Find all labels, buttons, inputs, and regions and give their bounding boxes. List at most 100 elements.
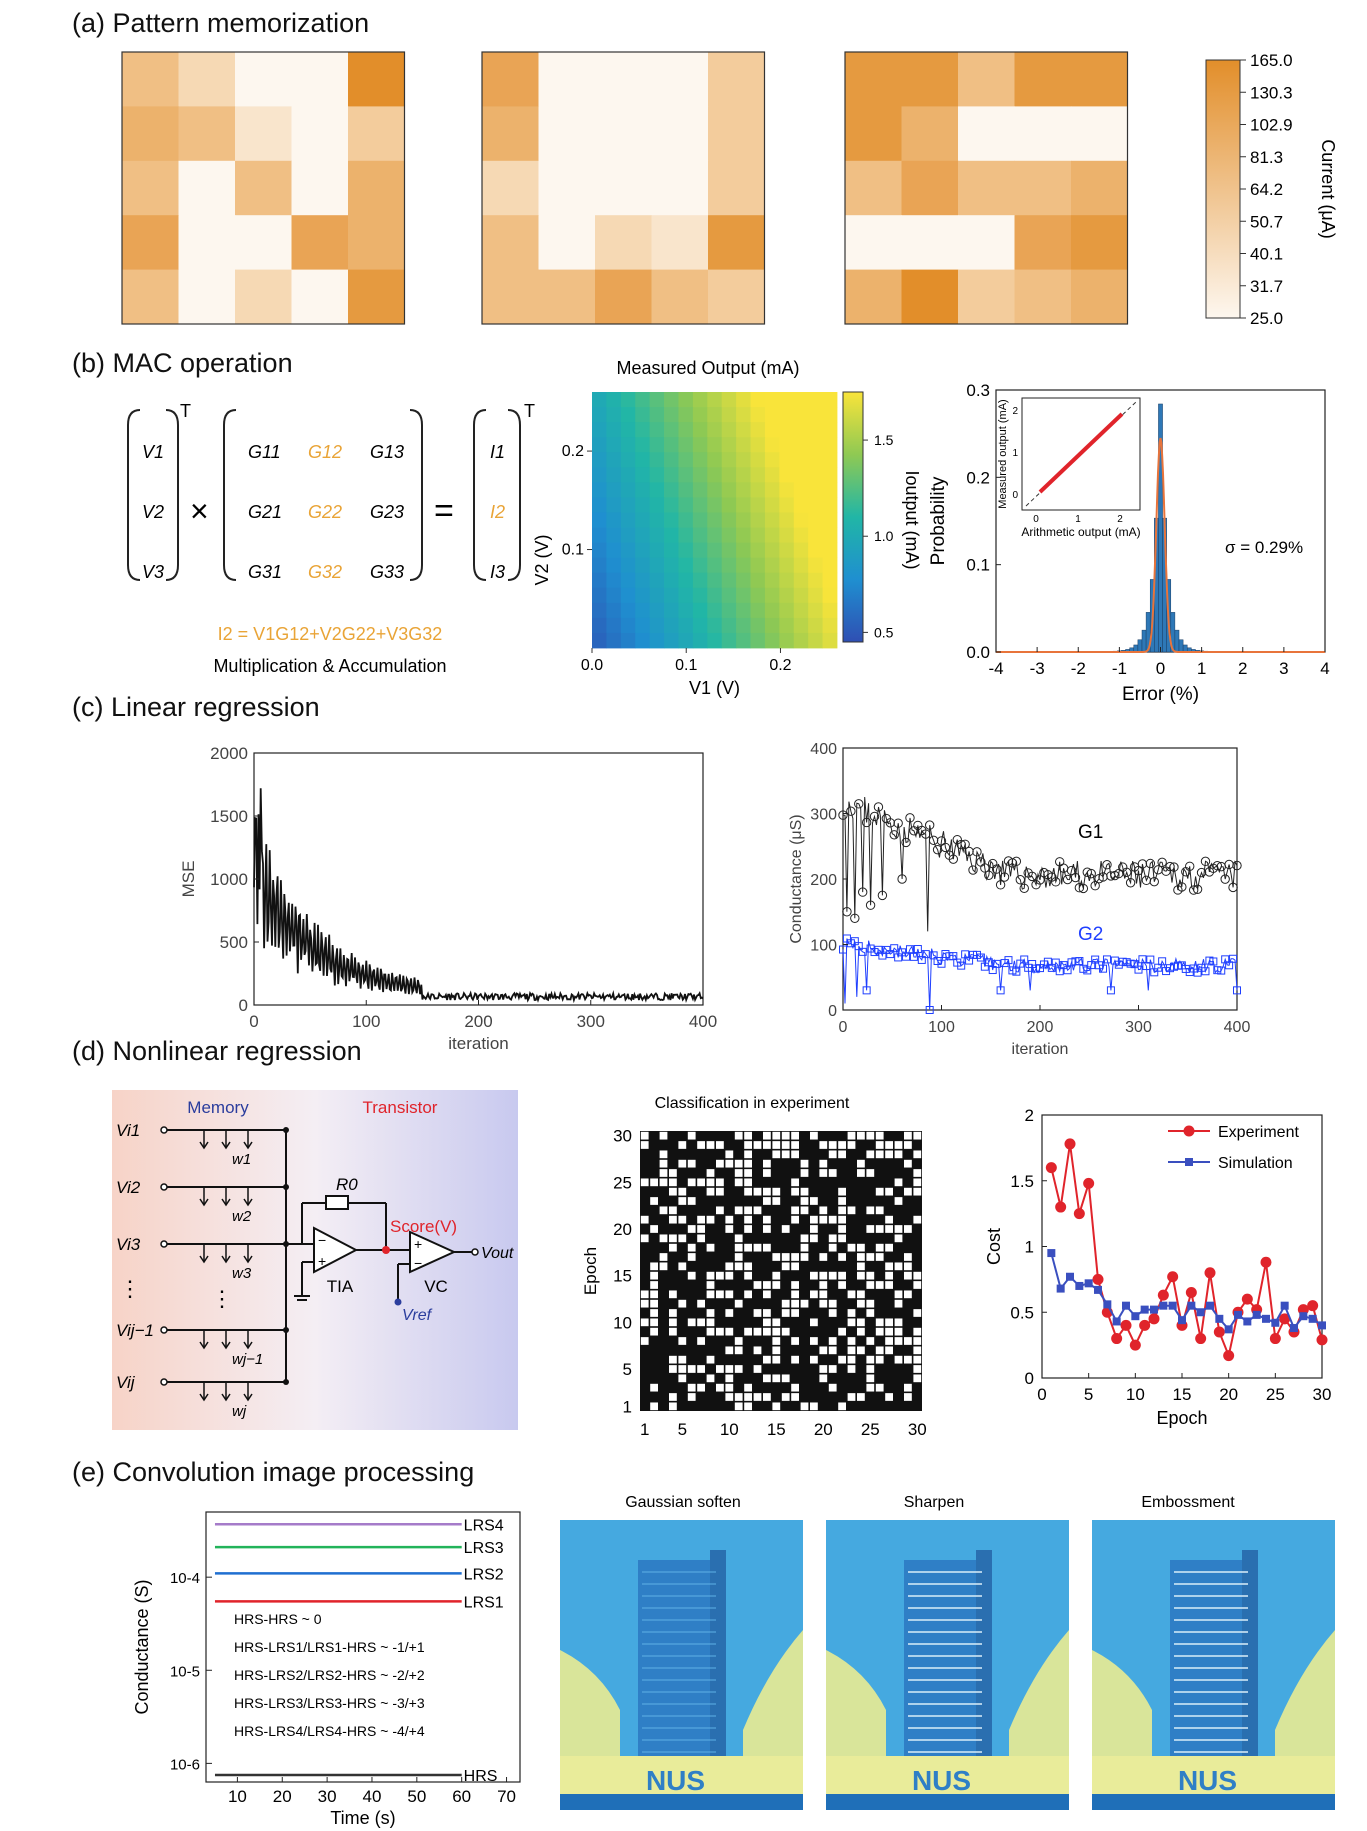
grid-cell — [725, 1262, 734, 1271]
grid-cell — [847, 1141, 856, 1149]
grid-cell — [838, 1327, 846, 1336]
grid-cell — [894, 1150, 903, 1159]
grid-cell — [894, 1327, 903, 1336]
grid-cell — [744, 1327, 752, 1336]
simulation-point — [1271, 1318, 1280, 1327]
heatmap-cell — [901, 160, 959, 216]
tick-label: 2000 — [210, 744, 248, 763]
grid-cell — [697, 1337, 705, 1345]
output-cell — [736, 497, 751, 513]
simulation-point — [1299, 1312, 1308, 1321]
grid-cell — [800, 1299, 809, 1308]
level-label-lrs1: LRS1 — [464, 1594, 504, 1611]
output-cell — [649, 482, 665, 498]
simulation-point — [1075, 1281, 1084, 1290]
g1-point — [1192, 884, 1203, 895]
grid-cell — [763, 1215, 771, 1224]
grid-cell — [866, 1383, 875, 1392]
output-cell — [620, 437, 636, 453]
simulation-point — [1234, 1310, 1242, 1319]
grid-cell — [913, 1178, 922, 1187]
grid-cell — [734, 1178, 743, 1187]
simulation-point — [1215, 1314, 1224, 1323]
heatmap-cell — [122, 160, 179, 216]
g1-point — [1086, 868, 1096, 879]
grid-cell — [857, 1159, 865, 1168]
grid-cell — [772, 1281, 781, 1289]
output-cell — [721, 467, 737, 483]
grid-cell — [687, 1365, 696, 1373]
panel-label-d: (d) Nonlinear regression — [72, 1036, 362, 1066]
grid-cell — [885, 1337, 893, 1345]
g1-point — [1232, 860, 1242, 871]
output-cell — [664, 617, 679, 634]
output-cell — [793, 632, 809, 649]
heatmap-cell — [901, 52, 959, 107]
output-cell — [707, 557, 723, 574]
grid-cell — [800, 1402, 809, 1411]
output-cell — [764, 542, 780, 559]
grid-cell — [875, 1131, 884, 1140]
grid-cell — [810, 1197, 818, 1205]
output-cell — [779, 452, 795, 468]
output-cell — [678, 632, 694, 649]
grid-cell — [828, 1243, 837, 1252]
tick-label: 400 — [689, 1012, 717, 1031]
g1-point — [948, 854, 959, 864]
grid-cell — [828, 1234, 837, 1243]
grid-cell — [875, 1150, 884, 1159]
grid-cell — [857, 1299, 865, 1308]
grid-cell — [857, 1327, 865, 1336]
output-cell — [592, 632, 607, 649]
grid-cell — [706, 1215, 715, 1224]
grid-cell — [819, 1141, 828, 1149]
output-cell — [664, 542, 679, 559]
heatmap-cell — [538, 160, 596, 216]
grid-cell — [800, 1206, 809, 1215]
output-cell — [678, 407, 694, 423]
transpose-left: T — [180, 401, 191, 421]
grid-cell — [640, 1141, 649, 1149]
y-axis-label: Conductance (S) — [132, 1579, 152, 1714]
g1-point — [1070, 872, 1081, 883]
grid-cell — [904, 1290, 912, 1299]
tick-label: 0.2 — [562, 443, 584, 460]
tick-label: 2 — [1238, 659, 1247, 678]
tick-label: 400 — [810, 741, 837, 758]
input-label: Vi2 — [116, 1178, 141, 1197]
output-cell — [664, 497, 679, 513]
grid-cell — [875, 1225, 884, 1233]
grid-cell — [744, 1290, 752, 1299]
tick-label: 500 — [220, 933, 248, 952]
output-cell — [779, 407, 795, 423]
grid-cell — [650, 1271, 658, 1280]
tick-label: 0 — [1156, 659, 1165, 678]
output-cell — [692, 452, 708, 468]
output-cell — [592, 542, 607, 559]
output-cell — [606, 407, 622, 423]
output-cell — [635, 527, 651, 543]
grid-cell — [885, 1243, 893, 1252]
input-label: Vij−1 — [116, 1321, 154, 1340]
grid-cell — [744, 1131, 752, 1140]
grid-cell — [885, 1150, 893, 1159]
grid-cell — [744, 1150, 752, 1159]
g2-point — [862, 986, 871, 995]
g1-point — [1007, 858, 1018, 868]
output-cell — [764, 482, 780, 498]
output-cell — [707, 437, 723, 453]
grid-cell — [791, 1178, 799, 1187]
tick-label: -3 — [1030, 659, 1045, 678]
output-cell — [606, 542, 622, 559]
output-cell — [764, 527, 780, 543]
heatmap-cell — [845, 160, 902, 216]
tick-label: 30 — [908, 1420, 927, 1439]
tick-label: 102.9 — [1250, 116, 1293, 135]
tick-label: 10 — [228, 1787, 247, 1806]
grid-cell — [857, 1262, 865, 1271]
transpose-right: T — [524, 401, 535, 421]
grid-cell — [866, 1374, 875, 1383]
heatmap-cell — [708, 269, 765, 325]
grid-cell — [875, 1383, 884, 1392]
grid-cell — [810, 1318, 818, 1327]
